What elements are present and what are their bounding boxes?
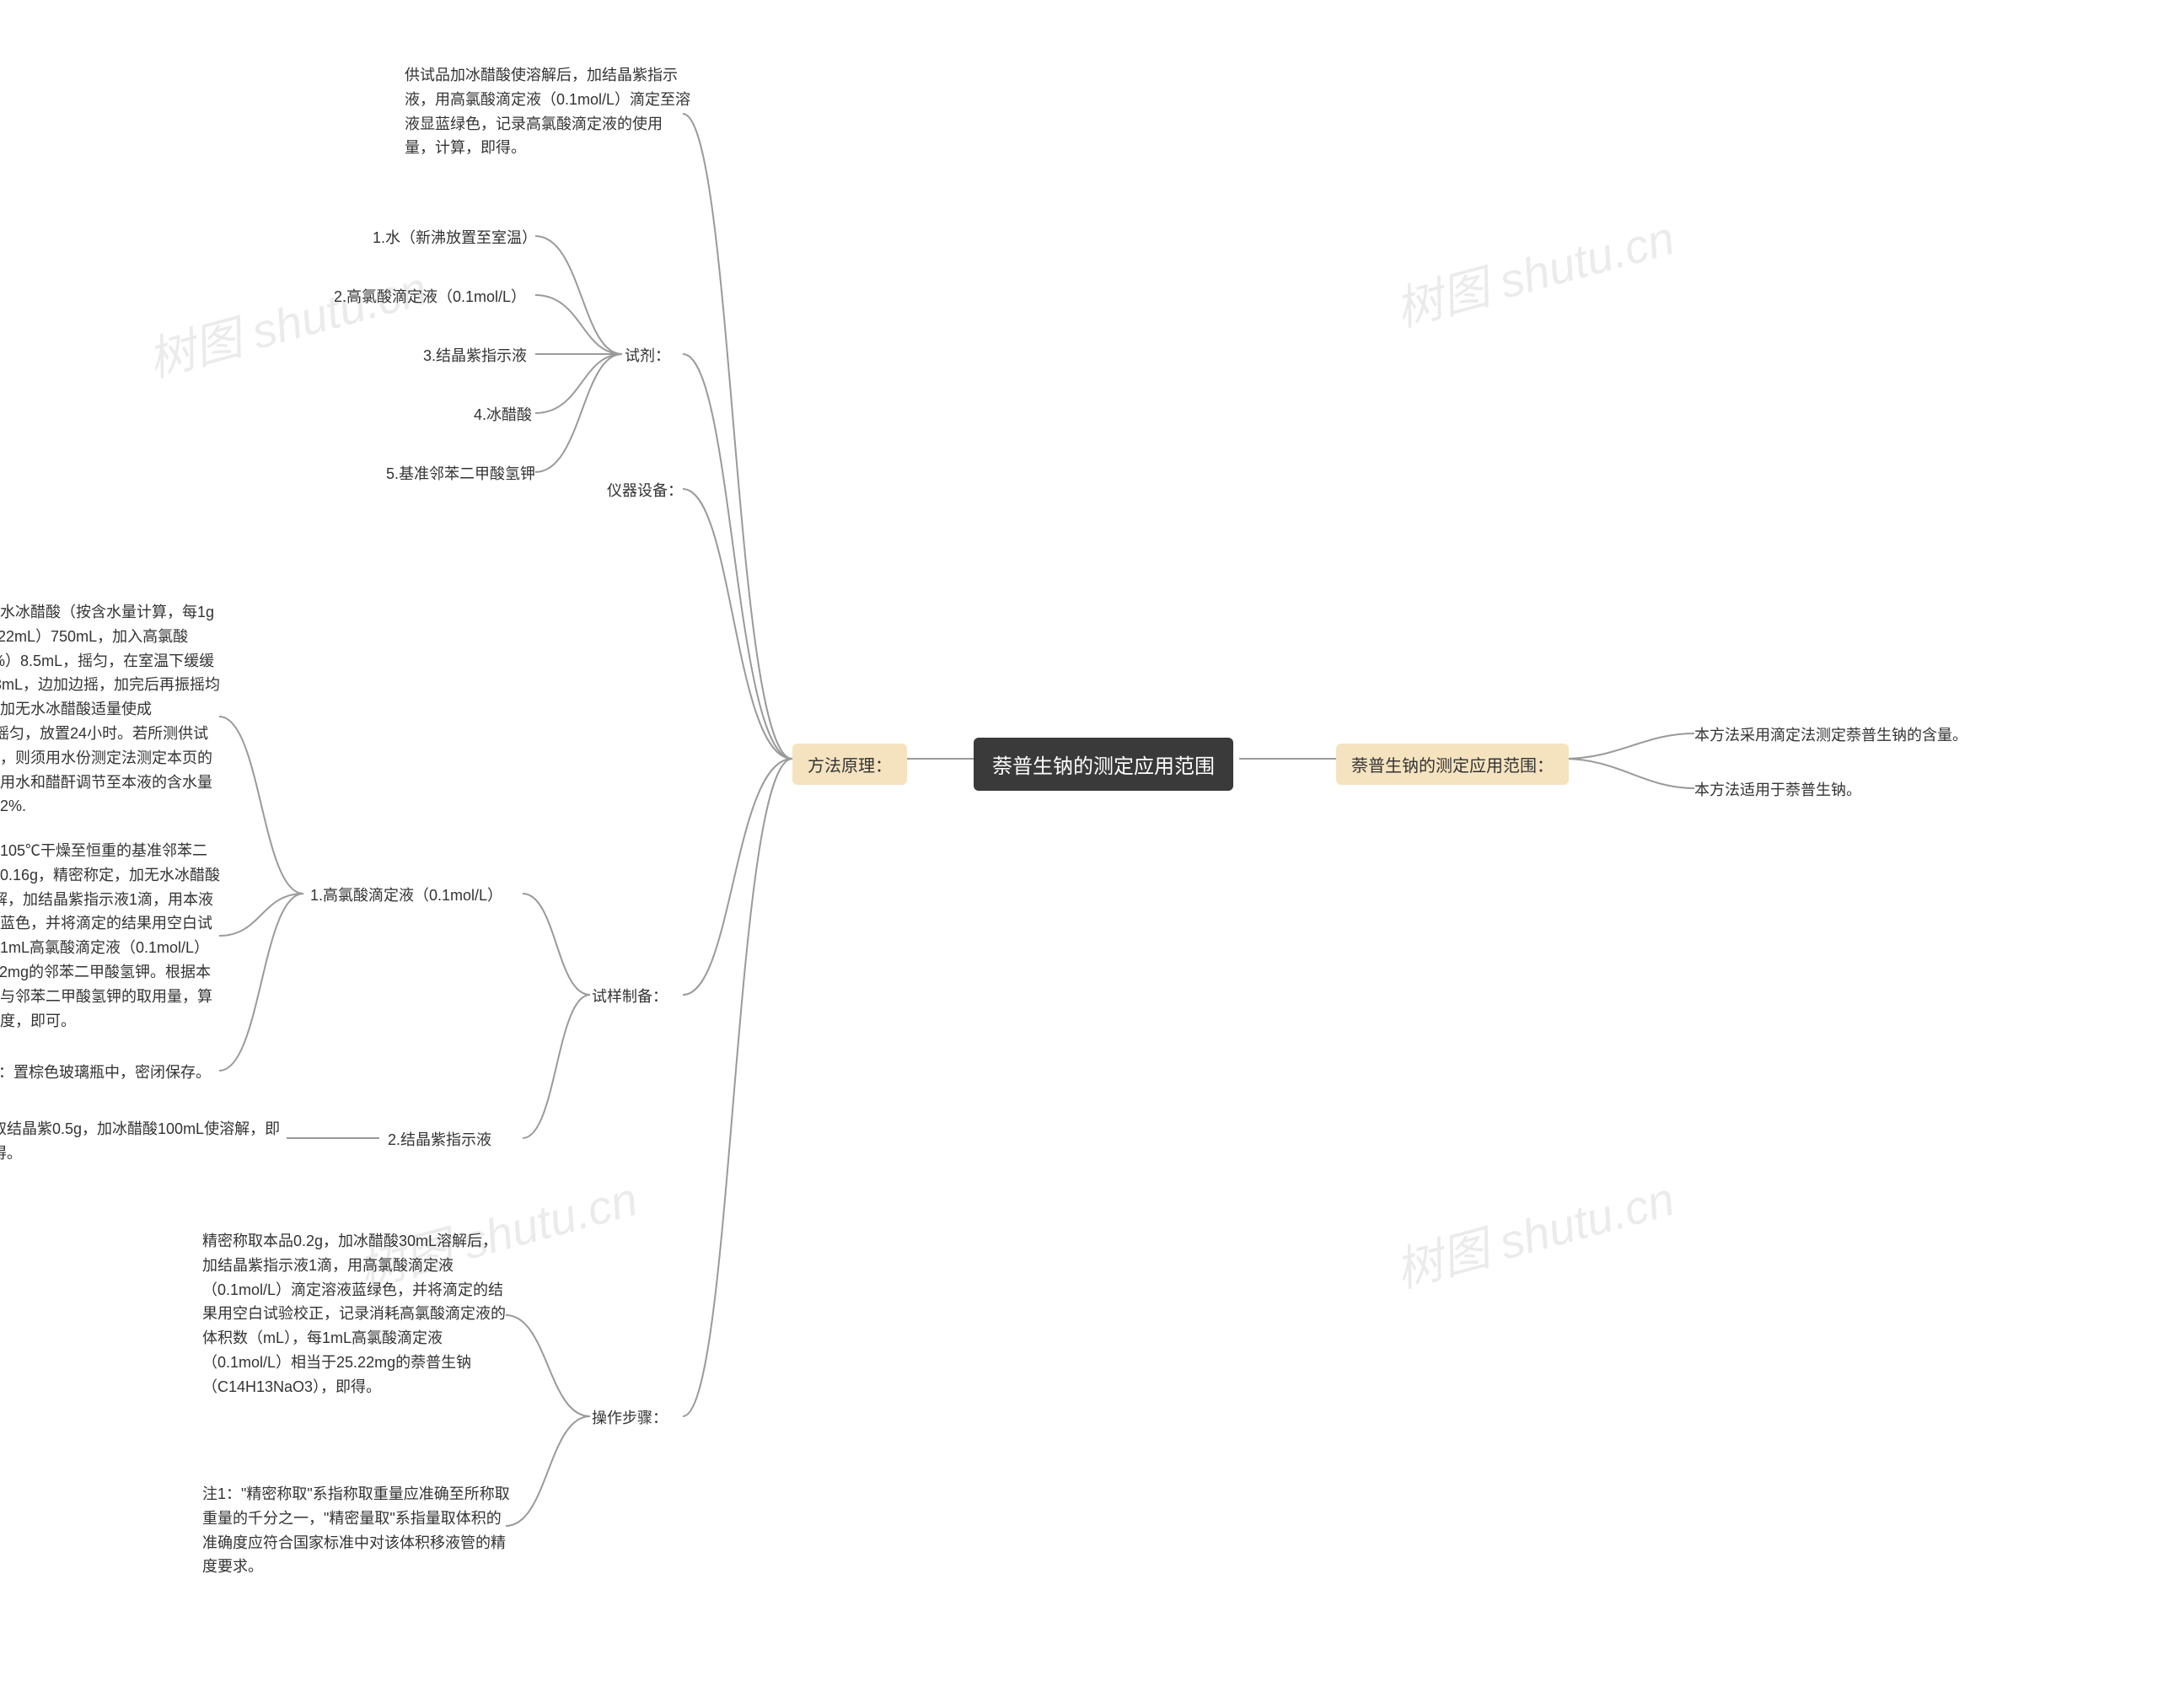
reagent-3: 4.冰醋酸 xyxy=(474,403,532,427)
prep-titrant-label[interactable]: 1.高氯酸滴定液（0.1mol/L） xyxy=(310,884,502,908)
titrant-calib-text: 标定：取在105℃干燥至恒重的基准邻苯二甲酸氢钾约0.16g，精密称定，加无水冰… xyxy=(0,839,221,1033)
left-l1-node[interactable]: 方法原理： xyxy=(792,744,907,785)
reagent-0: 1.水（新沸放置至室温） xyxy=(373,226,537,250)
equipment-label[interactable]: 仪器设备： xyxy=(607,479,683,503)
procedure-text-1: 注1："精密称取"系指称取重量应准确至所称取重量的千分之一，"精密量取"系指量取… xyxy=(202,1482,510,1579)
root-node[interactable]: 萘普生钠的测定应用范围 xyxy=(974,738,1233,791)
reagent-2: 3.结晶紫指示液 xyxy=(423,344,527,368)
procedure-label[interactable]: 操作步骤： xyxy=(592,1406,668,1431)
procedure-text-0: 精密称取本品0.2g，加冰醋酸30mL溶解后，加结晶紫指示液1滴，用高氯酸滴定液… xyxy=(202,1229,510,1399)
reagent-1: 2.高氯酸滴定液（0.1mol/L） xyxy=(334,285,526,309)
prep-indicator-label[interactable]: 2.结晶紫指示液 xyxy=(388,1128,491,1152)
sample-prep-label[interactable]: 试样制备： xyxy=(592,985,668,1009)
right-leaf-1: 本方法适用于萘普生钠。 xyxy=(1694,778,1861,803)
titrant-prep-text: 配制：取无水冰醋酸（按含水量计算，每1g水加醋酐5.22mL）750mL，加入高… xyxy=(0,600,221,819)
watermark: 树图 shutu.cn xyxy=(1387,1161,1681,1301)
principle-text: 供试品加冰醋酸使溶解后，加结晶紫指示液，用高氯酸滴定液（0.1mol/L）滴定至… xyxy=(405,63,691,160)
right-leaf-0: 本方法采用滴定法测定萘普生钠的含量。 xyxy=(1694,723,1967,748)
titrant-storage-text: 贮藏：置棕色玻璃瓶中，密闭保存。 xyxy=(0,1061,211,1085)
reagent-label[interactable]: 试剂： xyxy=(625,344,670,368)
reagent-4: 5.基准邻苯二甲酸氢钾 xyxy=(386,462,535,486)
watermark: 树图 shutu.cn xyxy=(1387,200,1681,340)
prep-indicator-text: 取结晶紫0.5g，加冰醋酸100mL使溶解，即得。 xyxy=(0,1117,295,1166)
watermark: 树图 shutu.cn xyxy=(139,250,433,390)
right-l1-node[interactable]: 萘普生钠的测定应用范围： xyxy=(1336,744,1569,785)
connectors-svg xyxy=(0,0,2158,1708)
